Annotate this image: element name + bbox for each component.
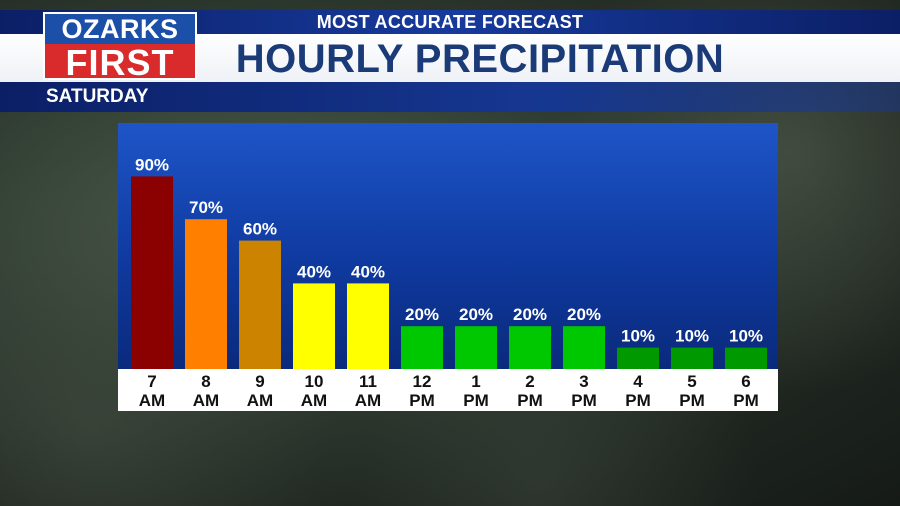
tick-label-hour: 6 — [741, 372, 750, 391]
bar-12-pm — [401, 326, 443, 369]
tick-label-period: PM — [625, 391, 651, 410]
x-axis-strip — [118, 369, 778, 411]
tick-label-period: PM — [733, 391, 759, 410]
day-bar — [0, 82, 900, 112]
tick-label-period: AM — [355, 391, 381, 410]
data-label: 20% — [567, 305, 601, 324]
tick-label-period: PM — [571, 391, 597, 410]
station-logo: OZARKS FIRST — [43, 12, 197, 80]
tick-label-hour: 10 — [305, 372, 324, 391]
tick-label-period: AM — [301, 391, 327, 410]
data-label: 90% — [135, 155, 169, 174]
tick-label-period: PM — [463, 391, 489, 410]
data-label: 40% — [297, 262, 331, 281]
data-label: 60% — [243, 220, 277, 239]
tick-label-hour: 4 — [633, 372, 643, 391]
tick-label-hour: 3 — [579, 372, 588, 391]
tick-label-hour: 1 — [471, 372, 480, 391]
data-label: 10% — [729, 327, 763, 346]
bar-4-pm — [617, 347, 659, 369]
bar-10-am — [293, 283, 335, 369]
tick-label-period: PM — [679, 391, 705, 410]
data-label: 40% — [351, 262, 385, 281]
tick-label-hour: 12 — [413, 372, 432, 391]
logo-top-text: OZARKS — [45, 14, 195, 44]
header: MOST ACCURATE FORECAST HOURLY PRECIPITAT… — [0, 0, 900, 112]
bar-3-pm — [563, 326, 605, 369]
data-label: 70% — [189, 198, 223, 217]
day-label: SATURDAY — [46, 86, 149, 107]
data-label: 20% — [513, 305, 547, 324]
data-label: 10% — [621, 327, 655, 346]
bar-5-pm — [671, 347, 713, 369]
tick-label-hour: 9 — [255, 372, 264, 391]
data-label: 10% — [675, 327, 709, 346]
tick-label-period: AM — [139, 391, 165, 410]
tick-label-hour: 8 — [201, 372, 210, 391]
tick-label-hour: 2 — [525, 372, 534, 391]
bar-9-am — [239, 240, 281, 369]
bar-8-am — [185, 219, 227, 369]
logo-bottom-text: FIRST — [45, 44, 195, 78]
tick-label-hour: 5 — [687, 372, 696, 391]
bar-6-pm — [725, 347, 767, 369]
tick-label-period: PM — [517, 391, 543, 410]
data-label: 20% — [405, 305, 439, 324]
tick-label-period: AM — [193, 391, 219, 410]
tick-label-hour: 11 — [359, 372, 377, 391]
bar-7-am — [131, 176, 173, 369]
tagline: MOST ACCURATE FORECAST — [316, 12, 584, 32]
bar-1-pm — [455, 326, 497, 369]
tick-label-period: PM — [409, 391, 435, 410]
bar-2-pm — [509, 326, 551, 369]
chart-panel — [118, 123, 778, 369]
tick-label-hour: 7 — [147, 372, 156, 391]
bar-11-am — [347, 283, 389, 369]
tick-label-period: AM — [247, 391, 273, 410]
page-title: HOURLY PRECIPITATION — [235, 37, 725, 81]
data-label: 20% — [459, 305, 493, 324]
